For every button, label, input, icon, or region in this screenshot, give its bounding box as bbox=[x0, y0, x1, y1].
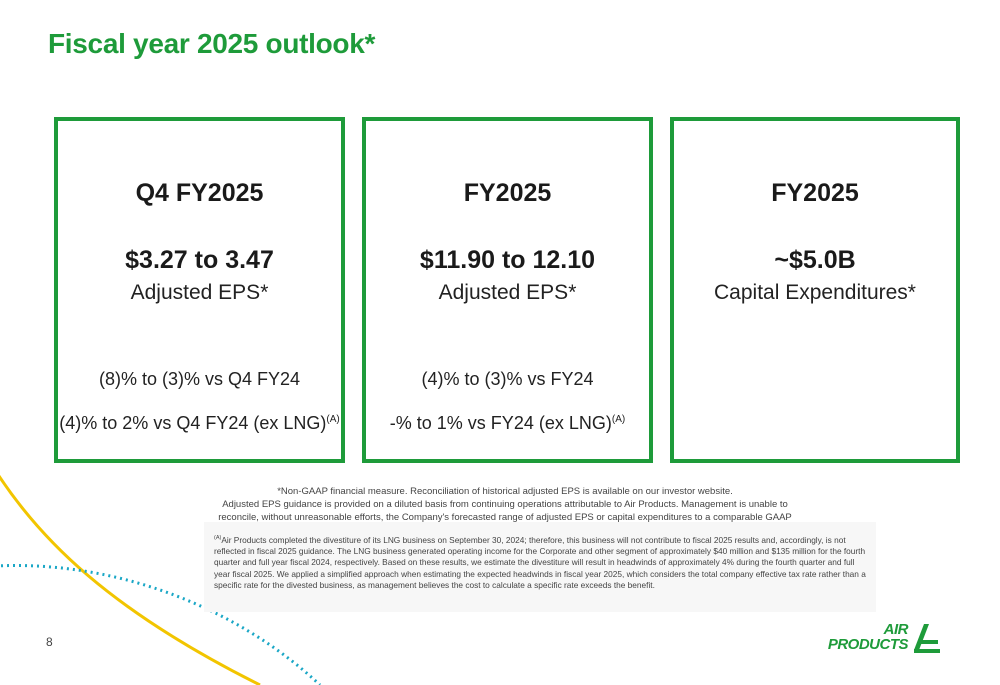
card-period: FY2025 bbox=[771, 179, 859, 207]
logo-line-2: PRODUCTS bbox=[827, 636, 909, 653]
footnote-marker: (A) bbox=[214, 535, 222, 541]
air-products-logo: AIR PRODUCTS bbox=[828, 622, 940, 656]
card-value: ~$5.0B bbox=[774, 246, 856, 274]
card-comparison-ex-lng: -% to 1% vs FY24 (ex LNG)(A) bbox=[366, 413, 649, 434]
footnote-ref: (A) bbox=[611, 414, 626, 425]
footnote-text: Air Products completed the divestiture o… bbox=[214, 534, 866, 590]
page-number: 8 bbox=[46, 635, 53, 649]
card-comparison: (8)% to (3)% vs Q4 FY24 bbox=[98, 369, 301, 389]
card-comparison-ex-lng: (4)% to 2% vs Q4 FY24 (ex LNG)(A) bbox=[58, 413, 341, 434]
card-metric: Adjusted EPS* bbox=[438, 281, 577, 304]
logo-mark-icon bbox=[914, 624, 940, 653]
card-period: Q4 FY2025 bbox=[135, 179, 264, 207]
logo-line-1: AIR bbox=[883, 621, 909, 638]
outlook-card-capex: FY2025 ~$5.0B Capital Expenditures* bbox=[670, 117, 960, 463]
card-metric: Adjusted EPS* bbox=[130, 281, 269, 304]
card-value: $11.90 to 12.10 bbox=[419, 246, 596, 274]
card-value: $3.27 to 3.47 bbox=[125, 246, 274, 274]
footnote-a: (A)Air Products completed the divestitur… bbox=[214, 533, 868, 591]
footnote-box bbox=[204, 522, 876, 612]
footnote-ref: (A) bbox=[326, 414, 340, 425]
comparison-text: (4)% to 2% vs Q4 FY24 (ex LNG) bbox=[59, 413, 327, 433]
card-comparison: (4)% to (3)% vs FY24 bbox=[421, 369, 594, 389]
outlook-card-fy-eps: FY2025 $11.90 to 12.10 Adjusted EPS* (4)… bbox=[362, 117, 653, 463]
card-period: FY2025 bbox=[463, 179, 552, 207]
page-title: Fiscal year 2025 outlook* bbox=[48, 28, 376, 59]
card-metric: Capital Expenditures* bbox=[714, 281, 916, 304]
outlook-card-q4: Q4 FY2025 $3.27 to 3.47 Adjusted EPS* (8… bbox=[54, 117, 345, 463]
comparison-text: -% to 1% vs FY24 (ex LNG) bbox=[389, 413, 612, 433]
non-gaap-line-1: *Non-GAAP financial measure. Reconciliat… bbox=[277, 486, 733, 497]
